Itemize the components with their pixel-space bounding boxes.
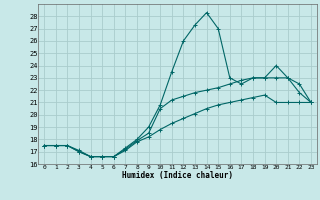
X-axis label: Humidex (Indice chaleur): Humidex (Indice chaleur)	[122, 171, 233, 180]
